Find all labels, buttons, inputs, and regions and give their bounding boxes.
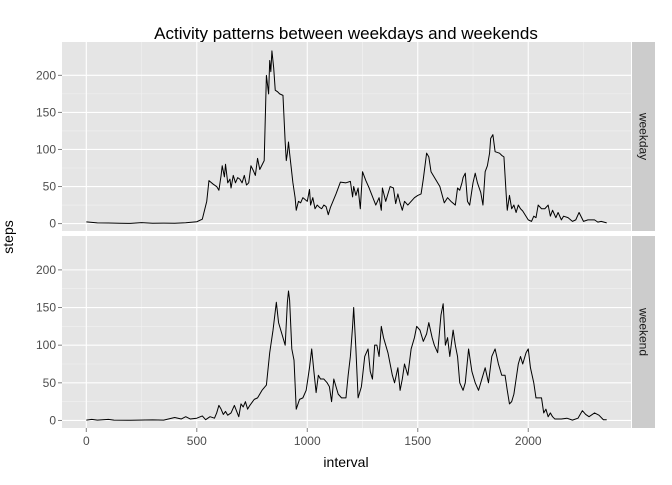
y-tick-label: 100 (36, 142, 56, 156)
y-tick-label: 50 (43, 376, 57, 390)
facet-label-weekday: weekday (637, 112, 651, 160)
x-tick-label: 0 (83, 434, 90, 448)
x-tick-label: 1000 (294, 434, 321, 448)
y-tick-label: 200 (36, 263, 56, 277)
panel-weekday: 0 50 100 150 200 weekday (36, 42, 655, 231)
series-line-weekday (86, 50, 607, 224)
facet-panels: 0 50 100 150 200 weekday 0 50 100 150 200 weekend 0 5… (36, 42, 655, 448)
series-line-weekend (86, 290, 607, 421)
panel-weekend: 0 50 100 150 200 weekend (36, 236, 655, 428)
panel-background (62, 236, 631, 428)
y-axis-title: steps (0, 220, 16, 253)
y-tick-label: 150 (36, 301, 56, 315)
facet-strip (632, 236, 655, 428)
y-tick-label: 0 (49, 217, 56, 231)
y-tick-label: 150 (36, 105, 56, 119)
x-tick-label: 1500 (404, 434, 431, 448)
x-tick-label: 500 (187, 434, 207, 448)
x-axis-title: interval (323, 454, 368, 470)
x-tick-label: 2000 (515, 434, 542, 448)
facet-label-weekend: weekend (637, 307, 651, 356)
panel-background (62, 42, 631, 231)
y-tick-label: 0 (49, 413, 56, 427)
y-tick-label: 50 (43, 180, 57, 194)
y-tick-label: 200 (36, 68, 56, 82)
facet-strip (632, 42, 655, 231)
y-tick-label: 100 (36, 338, 56, 352)
chart-title: Activity patterns between weekdays and w… (154, 24, 538, 43)
